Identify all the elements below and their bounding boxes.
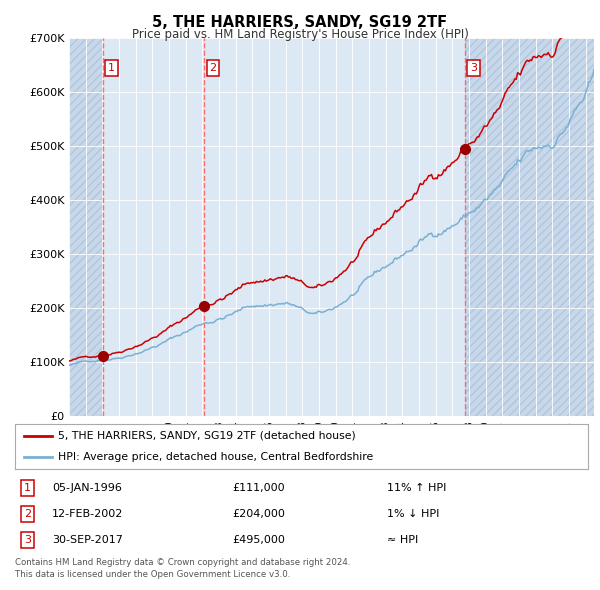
Text: 11% ↑ HPI: 11% ↑ HPI	[388, 483, 447, 493]
Text: 2: 2	[24, 509, 31, 519]
Text: 1: 1	[108, 63, 115, 73]
Text: £495,000: £495,000	[233, 535, 286, 545]
Text: HPI: Average price, detached house, Central Bedfordshire: HPI: Average price, detached house, Cent…	[58, 453, 373, 463]
Text: Price paid vs. HM Land Registry's House Price Index (HPI): Price paid vs. HM Land Registry's House …	[131, 28, 469, 41]
Text: 1: 1	[24, 483, 31, 493]
Text: This data is licensed under the Open Government Licence v3.0.: This data is licensed under the Open Gov…	[15, 570, 290, 579]
Text: £204,000: £204,000	[233, 509, 286, 519]
Text: 5, THE HARRIERS, SANDY, SG19 2TF: 5, THE HARRIERS, SANDY, SG19 2TF	[152, 15, 448, 30]
Text: 5, THE HARRIERS, SANDY, SG19 2TF (detached house): 5, THE HARRIERS, SANDY, SG19 2TF (detach…	[58, 431, 356, 441]
Text: £111,000: £111,000	[233, 483, 286, 493]
Text: 1% ↓ HPI: 1% ↓ HPI	[388, 509, 440, 519]
Text: Contains HM Land Registry data © Crown copyright and database right 2024.: Contains HM Land Registry data © Crown c…	[15, 558, 350, 566]
Text: 3: 3	[24, 535, 31, 545]
Bar	[465, 38, 594, 416]
Text: 3: 3	[470, 63, 477, 73]
Text: 05-JAN-1996: 05-JAN-1996	[52, 483, 122, 493]
Text: 12-FEB-2002: 12-FEB-2002	[52, 509, 124, 519]
Text: 2: 2	[209, 63, 217, 73]
Text: 30-SEP-2017: 30-SEP-2017	[52, 535, 123, 545]
Bar	[69, 38, 103, 416]
Text: ≈ HPI: ≈ HPI	[388, 535, 419, 545]
